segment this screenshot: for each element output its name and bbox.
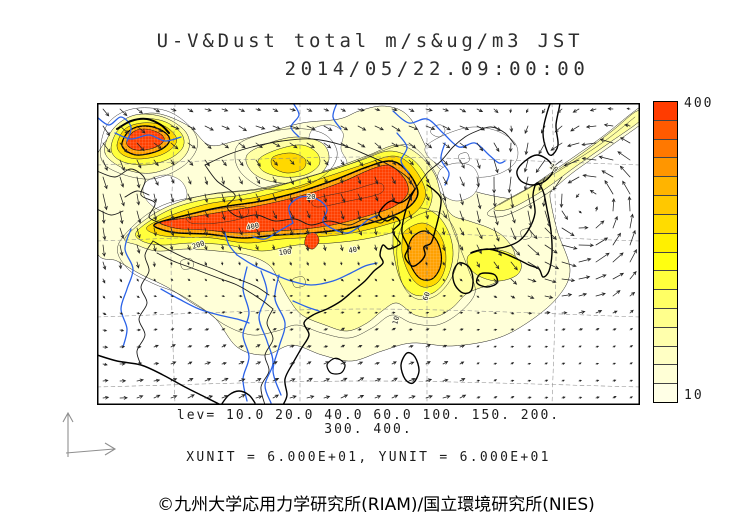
contour-label: 10 xyxy=(391,315,401,325)
map-frame xyxy=(97,103,640,405)
colorbar-segment xyxy=(654,308,677,328)
colorbar-segment xyxy=(654,252,677,272)
colorbar-segment xyxy=(654,196,677,215)
copyright-attribution: ©九州大学応用力学研究所(RIAM)/国立環境研究所(NIES) xyxy=(157,495,595,515)
contour-lines xyxy=(100,107,636,339)
colorbar-segment xyxy=(654,233,677,253)
colorbar-segment xyxy=(654,365,677,385)
coastlines xyxy=(97,103,561,405)
colorbar-segment xyxy=(654,290,677,309)
contour-label: 20 xyxy=(307,193,315,201)
contour-levels-line2: 300. 400. xyxy=(324,422,413,437)
map-plot-area: 400 200 100 40 10 10 20 60 xyxy=(97,103,640,405)
vector-units-line: XUNIT = 6.000E+01, YUNIT = 6.000E+01 xyxy=(186,450,551,465)
colorbar-segment xyxy=(654,120,677,140)
contour-levels-line1: lev= 10.0 20.0 40.0 60.0 100. 150. 200. xyxy=(176,408,561,423)
colorbar-segment xyxy=(654,158,677,178)
timestamp: 2014/05/22.09:00:00 xyxy=(284,58,590,80)
contour-label: 60 xyxy=(421,291,431,302)
graticule xyxy=(97,103,640,405)
page-title: U-V&Dust total m/s&ug/m3 JST xyxy=(156,30,584,52)
colorbar-min-label: 10 xyxy=(684,388,704,403)
colorbar-segment xyxy=(654,214,677,234)
contour-label: 400 xyxy=(246,221,260,231)
colorbar-segment xyxy=(654,384,677,402)
colorbar-segment xyxy=(654,327,677,347)
colorbar xyxy=(653,101,678,403)
contour-label: 40 xyxy=(348,246,358,255)
colorbar-segment xyxy=(654,177,677,197)
colorbar-max-label: 400 xyxy=(684,96,714,111)
vector-scale-axes-icon xyxy=(62,411,117,457)
colorbar-segment xyxy=(654,346,677,366)
dust-fill-contours xyxy=(97,105,640,362)
wind-arrows xyxy=(102,107,637,400)
country-borders xyxy=(97,117,516,405)
colorbar-segment xyxy=(654,139,677,159)
colorbar-segment xyxy=(654,102,677,121)
colorbar-segment xyxy=(654,271,677,291)
contour-label: 100 xyxy=(278,248,291,257)
